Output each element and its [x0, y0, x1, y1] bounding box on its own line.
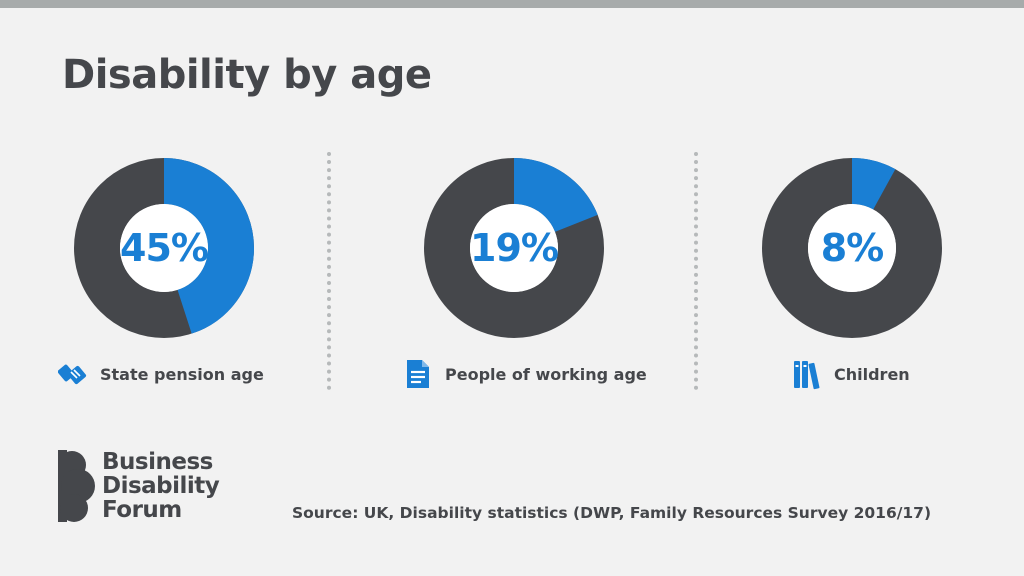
donut-svg: [424, 158, 604, 338]
divider: [327, 152, 331, 390]
donut-chart-children: 8%: [762, 158, 942, 338]
source-note: Source: UK, Disability statistics (DWP, …: [292, 504, 932, 522]
business-disability-forum-logo: Business Disability Forum: [58, 449, 220, 523]
category-label-text: State pension age: [100, 364, 264, 384]
logo-text: Business Disability Forum: [102, 449, 220, 523]
category-label-children: Children: [792, 356, 910, 392]
donut-value-arc: [74, 158, 254, 338]
donut-svg: [762, 158, 942, 338]
page-title: Disability by age: [62, 52, 432, 98]
donut-value-arc: [424, 158, 604, 338]
donut-center: [470, 204, 558, 292]
percentage-label: 8%: [820, 226, 885, 270]
books-icon: [794, 361, 820, 390]
percentage-label: 45%: [120, 226, 209, 270]
document-icon: [407, 360, 429, 388]
category-label-state-pension: State pension age: [58, 356, 264, 392]
handshake-icon: [58, 364, 87, 385]
top-bar: [0, 0, 1024, 8]
divider: [694, 152, 698, 390]
donut-svg: [74, 158, 254, 338]
logo-line: Forum: [102, 497, 182, 523]
category-label-text: Children: [834, 364, 910, 384]
donut-chart-state-pension: 45%: [74, 158, 254, 338]
category-label-text: People of working age: [445, 364, 647, 384]
donut-chart-working-age: 19%: [424, 158, 604, 338]
logo-line: Disability: [102, 473, 220, 499]
donut-center: [120, 204, 208, 292]
logo-line: Business: [102, 449, 213, 475]
percentage-label: 19%: [470, 226, 559, 270]
donut-center: [808, 204, 896, 292]
category-label-working-age: People of working age: [403, 356, 647, 392]
logo-mark-icon: [58, 450, 95, 522]
donut-value-arc: [762, 158, 942, 338]
